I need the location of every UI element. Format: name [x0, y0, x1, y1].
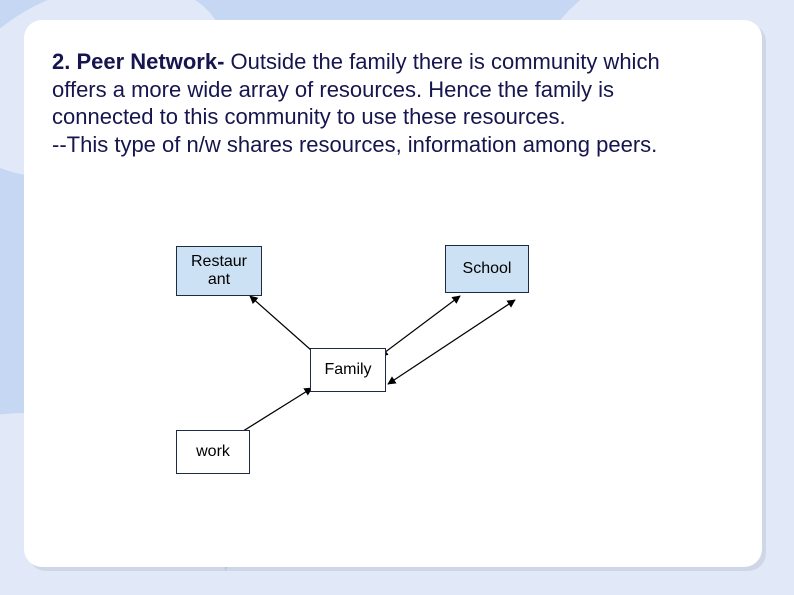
slide: 2. Peer Network- Outside the family ther… [0, 0, 794, 595]
node-family: Family [310, 348, 386, 392]
body-text-b: --This type of n/w shares resources, inf… [52, 132, 657, 157]
node-work: work [176, 430, 250, 474]
node-school: School [445, 245, 529, 293]
heading-label: 2. Peer Network- [52, 49, 224, 74]
node-restaurant: Restaurant [176, 246, 262, 296]
body-text: 2. Peer Network- Outside the family ther… [52, 48, 712, 158]
